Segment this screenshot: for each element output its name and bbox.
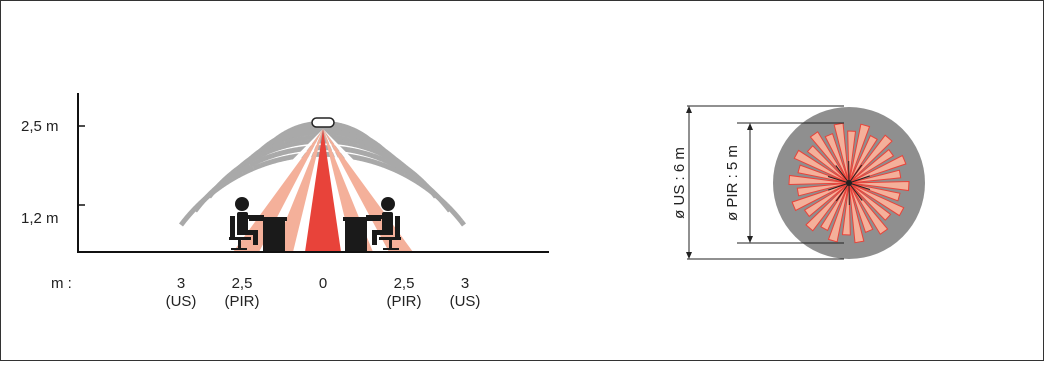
tick-us-right: 3	[461, 275, 469, 292]
us-diameter-label: ø US : 6 m	[671, 147, 688, 219]
tick-us-left-sub: (US)	[166, 293, 197, 310]
height-label-desk: 1,2 m	[21, 210, 59, 227]
tick-pir-left-sub: (PIR)	[225, 293, 260, 310]
tick-pir-left: 2,5	[232, 275, 253, 292]
top-view-sensor	[846, 180, 852, 186]
tick-pir-right-sub: (PIR)	[387, 293, 422, 310]
tick-pir-right: 2,5	[394, 275, 415, 292]
tick-us-left: 3	[177, 275, 185, 292]
height-label-ceiling: 2,5 m	[21, 118, 59, 135]
side-view: 2,5 m 1,2 m m : 3 (US) 2,5 (PIR) 0 2,5 (…	[21, 93, 549, 310]
tick-us-right-sub: (US)	[450, 293, 481, 310]
pir-diameter-label: ø PIR : 5 m	[724, 145, 741, 221]
distance-axis-unit: m :	[51, 275, 72, 292]
distance-ticks: 3 (US) 2,5 (PIR) 0 2,5 (PIR) 3 (US)	[166, 275, 481, 310]
ceiling-sensor	[312, 118, 334, 127]
top-view: ø US : 6 m ø PIR : 5 m	[671, 106, 925, 259]
tick-zero: 0	[319, 275, 327, 292]
